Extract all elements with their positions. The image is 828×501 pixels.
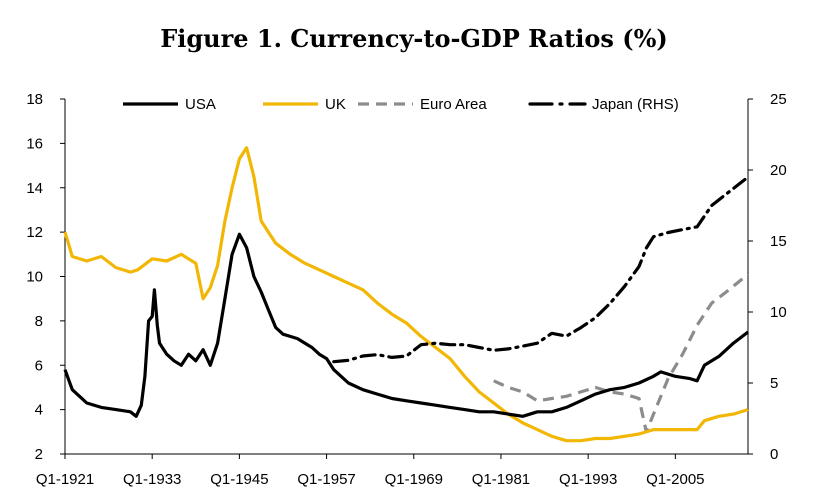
x-tick-label: Q1-2005 xyxy=(646,471,704,488)
series-group xyxy=(63,146,750,443)
x-tick-label: Q1-1921 xyxy=(36,471,94,488)
right-tick-label: 5 xyxy=(770,375,778,392)
x-tick-label: Q1-1981 xyxy=(472,471,530,488)
series-line-usa xyxy=(63,232,749,418)
series-line-euro-area xyxy=(493,273,750,434)
legend: USA UK Euro Area Japan (RHS) xyxy=(123,96,679,113)
right-tick-label: 0 xyxy=(770,446,778,463)
left-tick-label: 16 xyxy=(26,135,43,152)
left-tick-label: 14 xyxy=(26,180,43,197)
legend-label: UK xyxy=(325,96,346,113)
left-tick-label: 2 xyxy=(35,446,43,463)
left-tick-label: 8 xyxy=(35,313,43,330)
right-tick-label: 15 xyxy=(770,233,787,250)
chart-title: Figure 1. Currency-to-GDP Ratios (%) xyxy=(160,24,668,53)
right-tick-label: 20 xyxy=(770,162,787,179)
legend-label: USA xyxy=(185,96,216,113)
x-tick-label: Q1-1957 xyxy=(297,471,355,488)
x-tick-label: Q1-1993 xyxy=(559,471,617,488)
left-tick-label: 6 xyxy=(35,357,43,374)
legend-label: Euro Area xyxy=(420,96,487,113)
left-tick-label: 4 xyxy=(35,402,43,419)
legend-label: Japan (RHS) xyxy=(592,96,679,113)
series-line-japan-rhs xyxy=(332,175,750,364)
right-tick-label: 10 xyxy=(770,304,787,321)
right-tick-label: 25 xyxy=(770,91,787,108)
series-line-uk xyxy=(63,146,749,443)
left-tick-label: 12 xyxy=(26,224,43,241)
axes-frame: 2 4 6 8 10 12 14 16 18 0 5 10 15 20 25 Q1-1921 Q1-1933 Q1… xyxy=(26,91,786,488)
x-tick-label: Q1-1933 xyxy=(123,471,181,488)
left-tick-label: 18 xyxy=(26,91,43,108)
x-tick-label: Q1-1969 xyxy=(385,471,443,488)
x-tick-label: Q1-1945 xyxy=(210,471,268,488)
left-tick-label: 10 xyxy=(26,269,43,286)
